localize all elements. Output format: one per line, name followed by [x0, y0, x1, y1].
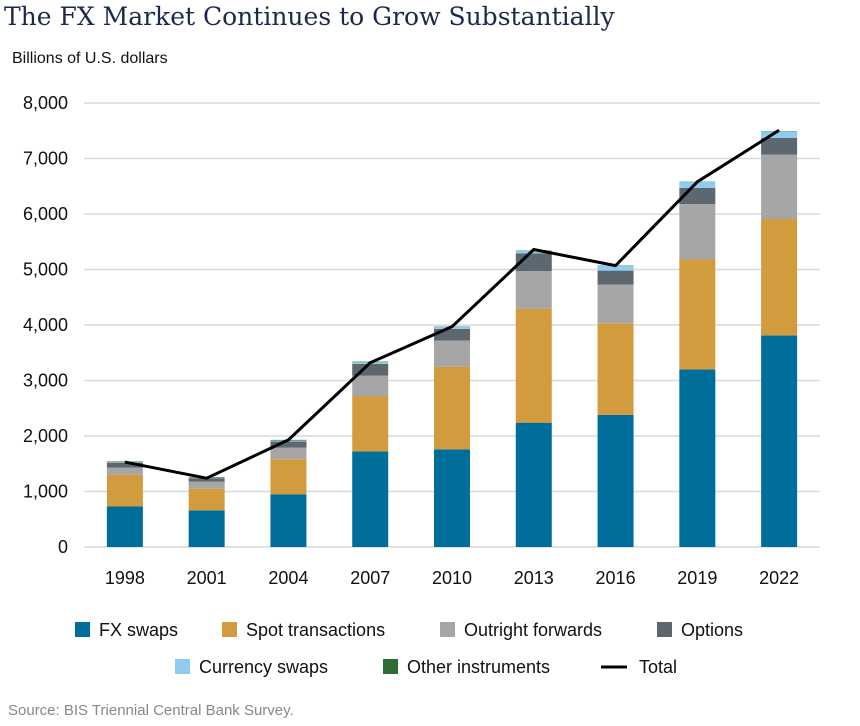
legend-label: Other instruments — [407, 657, 550, 677]
y-tick-label: 4,000 — [23, 315, 68, 335]
bar-segment — [761, 137, 798, 155]
bar-segment — [597, 270, 634, 285]
bar-segment — [679, 369, 716, 547]
legend-label: FX swaps — [99, 620, 178, 640]
legend-swatch — [383, 659, 398, 674]
bar-segment — [597, 284, 634, 324]
bar-segment — [434, 449, 470, 547]
y-tick-label: 6,000 — [23, 204, 68, 224]
x-tick-label: 2019 — [677, 568, 717, 588]
legend-label: Currency swaps — [199, 657, 328, 677]
bar-segment — [597, 323, 634, 415]
bar-segment — [515, 422, 552, 547]
bar-segment — [352, 451, 389, 547]
bar-segment — [597, 265, 634, 271]
chart-title: The FX Market Continues to Grow Substant… — [4, 2, 615, 31]
bar-segment — [761, 154, 798, 219]
legend-label: Options — [681, 620, 743, 640]
bar-segment — [106, 506, 143, 547]
legend-swatch — [175, 659, 190, 674]
bar-segment — [188, 481, 225, 489]
bar-segment — [597, 414, 634, 547]
bar-segment — [270, 494, 307, 547]
bar-segment — [761, 335, 798, 547]
bar-segment — [515, 308, 552, 423]
bar-segment — [188, 510, 225, 547]
bar-segment — [106, 461, 143, 463]
x-tick-label: 2016 — [596, 568, 636, 588]
bar-segment — [106, 462, 143, 468]
source-note: Source: BIS Triennial Central Bank Surve… — [8, 702, 294, 719]
x-tick-label: 1998 — [105, 568, 145, 588]
y-tick-label: 1,000 — [23, 482, 68, 502]
x-tick-label: 2007 — [350, 568, 390, 588]
y-tick-label: 8,000 — [23, 93, 68, 113]
bar-segment — [188, 478, 225, 482]
y-axis-unit-label: Billions of U.S. dollars — [12, 50, 168, 67]
bar-segment — [106, 467, 143, 475]
bar-segment — [352, 363, 389, 376]
y-tick-label: 5,000 — [23, 260, 68, 280]
bar-segment — [106, 474, 143, 507]
stacked-bar-chart: 0 1,000 2,000 3,000 4,000 5,000 6,000 7,000 8,00… — [23, 93, 820, 677]
bar-segment — [515, 250, 552, 254]
legend-label: Outright forwards — [464, 620, 602, 640]
legend-swatch — [440, 622, 455, 637]
legend-label: Total — [639, 657, 677, 677]
legend-swatch — [222, 622, 237, 637]
bar-segment — [270, 447, 307, 460]
bar-segment — [761, 218, 798, 336]
bar-segment — [679, 259, 716, 370]
bar-segment — [352, 396, 389, 452]
y-tick-label: 3,000 — [23, 371, 68, 391]
x-tick-label: 2022 — [759, 568, 799, 588]
legend-swatch — [657, 622, 672, 637]
x-tick-label: 2013 — [514, 568, 554, 588]
bar-segment — [434, 366, 470, 450]
x-tick-label: 2004 — [268, 568, 308, 588]
bar-segment — [679, 181, 716, 188]
y-tick-label: 7,000 — [23, 149, 68, 169]
bar-segment — [270, 441, 307, 448]
bar-segment — [352, 375, 389, 397]
x-tick-label: 2010 — [432, 568, 472, 588]
bar-segment — [434, 340, 470, 367]
bar-segment — [679, 204, 716, 260]
bar-segment — [515, 271, 552, 309]
bar-segment — [270, 459, 307, 495]
total-line — [124, 128, 780, 480]
bar-segment — [434, 328, 470, 341]
bar-segment — [188, 488, 225, 511]
y-tick-label: 2,000 — [23, 426, 68, 446]
bar-segment — [761, 131, 798, 138]
legend-swatch — [75, 622, 90, 637]
y-tick-label: 0 — [58, 537, 68, 557]
legend-label: Spot transactions — [246, 620, 385, 640]
x-tick-label: 2001 — [187, 568, 227, 588]
